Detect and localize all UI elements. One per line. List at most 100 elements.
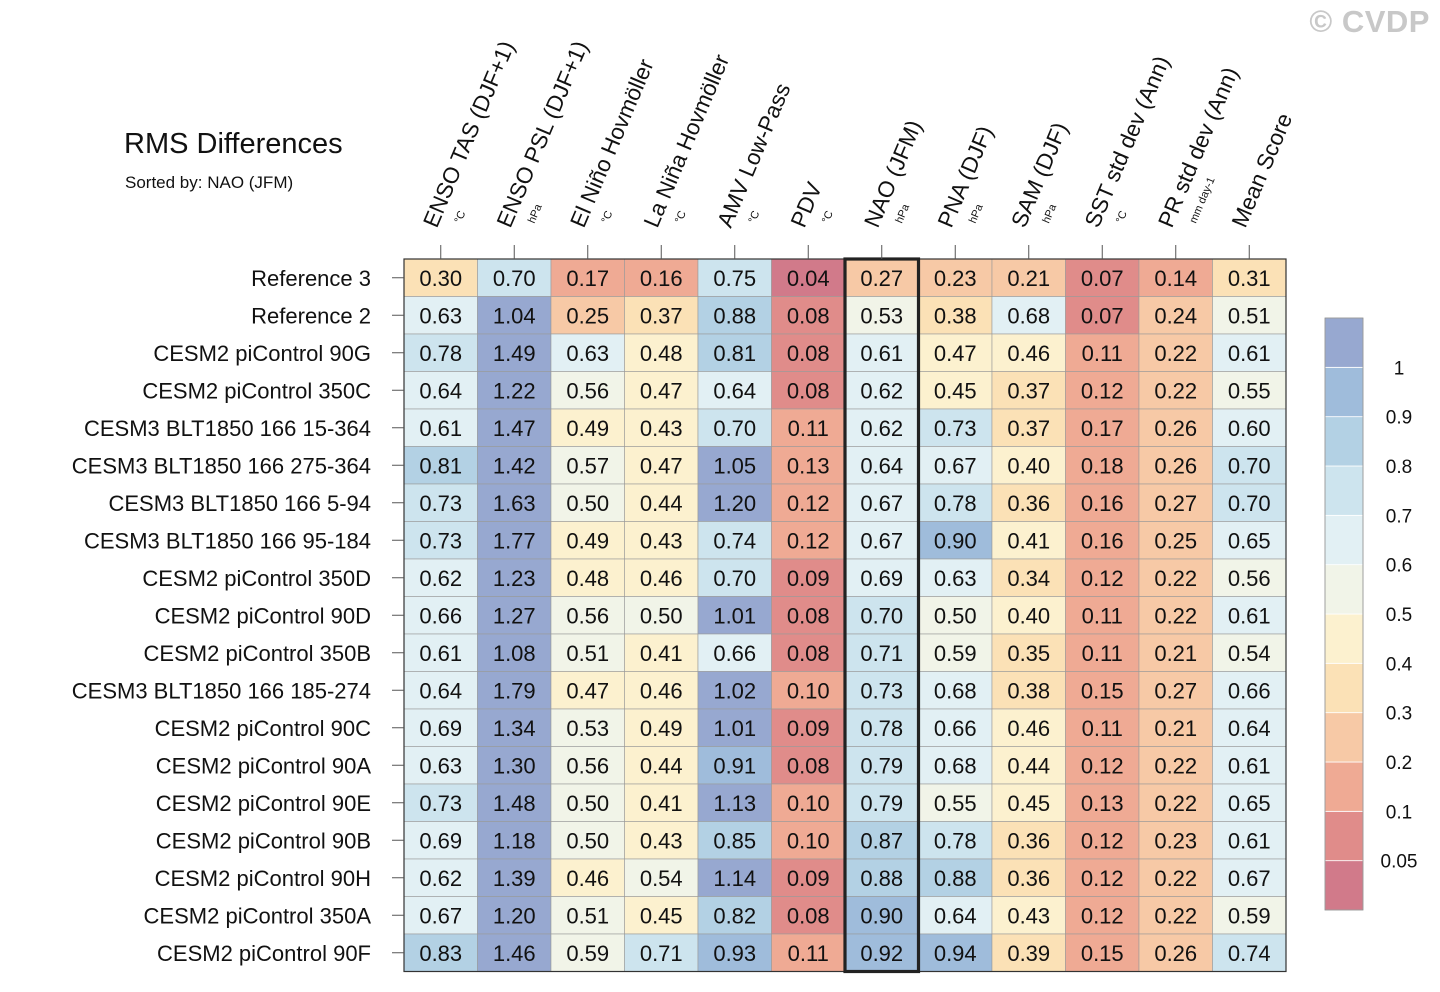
heatmap-cell: [403, 858, 478, 897]
heatmap-cell: [1212, 933, 1287, 972]
cell-value: 0.68: [1007, 303, 1050, 328]
cell-value: 0.13: [1081, 791, 1124, 816]
cell-value: 0.54: [640, 866, 683, 891]
cell-value: 0.22: [1154, 566, 1197, 591]
cell-value: 0.41: [640, 791, 683, 816]
heatmap-cell: [771, 746, 846, 785]
cell-value: 0.50: [934, 603, 977, 628]
heatmap-cell: [1138, 408, 1213, 447]
cell-value: 1.49: [493, 341, 536, 366]
heatmap-cell: [697, 671, 772, 710]
column-header: SAM (DJF): [1006, 119, 1072, 231]
heatmap-cell: [771, 633, 846, 672]
cell-value: 0.64: [713, 378, 756, 403]
column-header: Mean Score: [1227, 110, 1297, 231]
cell-value: 0.49: [566, 416, 609, 441]
cell-value: 0.07: [1081, 266, 1124, 291]
cell-value: 0.14: [1154, 266, 1197, 291]
cell-value: 0.12: [1081, 378, 1124, 403]
heatmap-cell: [771, 371, 846, 410]
cell-value: 0.51: [566, 641, 609, 666]
cell-value: 0.08: [787, 753, 830, 778]
cell-value: 0.36: [1007, 491, 1050, 516]
cell-value: 0.21: [1154, 716, 1197, 741]
heatmap-cell: [624, 783, 699, 822]
cell-value: 0.22: [1154, 341, 1197, 366]
heatmap-cell: [550, 371, 625, 410]
cell-value: 1.22: [493, 378, 536, 403]
cell-value: 0.43: [640, 416, 683, 441]
cell-value: 0.83: [419, 941, 462, 966]
cell-value: 0.67: [860, 528, 903, 553]
cell-value: 0.38: [934, 303, 977, 328]
heatmap-cell: [771, 708, 846, 747]
cell-value: 1.27: [493, 603, 536, 628]
cell-value: 0.90: [860, 903, 903, 928]
cell-value: 0.36: [1007, 866, 1050, 891]
heatmap-cell: [403, 783, 478, 822]
cell-value: 0.15: [1081, 941, 1124, 966]
colorbar-segment: [1324, 761, 1364, 812]
cell-value: 0.11: [1082, 341, 1123, 366]
cell-value: 0.70: [713, 416, 756, 441]
cell-value: 0.79: [860, 791, 903, 816]
heatmap-cell: [918, 446, 993, 485]
cell-value: 0.12: [1081, 828, 1124, 853]
chart-subtitle: Sorted by: NAO (JFM): [125, 173, 294, 192]
row-label: CESM2 piControl 90B: [156, 828, 371, 853]
heatmap-cell: [991, 671, 1066, 710]
row-label: CESM2 piControl 90A: [156, 753, 372, 778]
heatmap-cell: [550, 746, 625, 785]
cell-value: 0.61: [1228, 603, 1271, 628]
cell-value: 0.09: [787, 566, 830, 591]
cell-value: 0.73: [419, 528, 462, 553]
heatmap-cell: [550, 933, 625, 972]
cell-value: 0.18: [1081, 453, 1124, 478]
heatmap-cell: [771, 896, 846, 935]
cell-value: 0.88: [860, 866, 903, 891]
cell-value: 1.48: [493, 791, 536, 816]
heatmap-cell: [624, 483, 699, 522]
cell-value: 1.18: [493, 828, 536, 853]
cell-value: 0.16: [640, 266, 683, 291]
cell-value: 1.05: [713, 453, 756, 478]
cell-value: 0.69: [419, 828, 462, 853]
colorbar-segment: [1324, 317, 1364, 368]
cell-value: 0.12: [1081, 753, 1124, 778]
heatmap-cell: [1138, 483, 1213, 522]
cell-value: 0.50: [566, 791, 609, 816]
heatmap-cell: [1065, 746, 1140, 785]
heatmap-cell: [477, 446, 552, 485]
cell-value: 0.64: [419, 678, 462, 703]
cell-value: 0.61: [419, 416, 462, 441]
cell-value: 1.01: [713, 603, 756, 628]
heatmap-cell: [1065, 896, 1140, 935]
cell-value: 0.64: [1228, 716, 1271, 741]
column-header: NAO (JFM): [859, 116, 926, 230]
cell-value: 0.07: [1081, 303, 1124, 328]
cell-value: 0.27: [860, 266, 903, 291]
cell-value: 1.02: [713, 678, 756, 703]
colorbar-segment: [1324, 564, 1364, 615]
colorbar-segment: [1324, 416, 1364, 467]
heatmap-cell: [624, 408, 699, 447]
colorbar-label: 0.6: [1386, 556, 1412, 577]
row-label: CESM3 BLT1850 166 95-184: [84, 528, 371, 553]
heatmap-cell: [477, 708, 552, 747]
cell-value: 0.46: [1007, 341, 1050, 366]
row-label: CESM2 piControl 90C: [155, 716, 372, 741]
heatmap-cell: [624, 896, 699, 935]
heatmap-cell: [624, 708, 699, 747]
heatmap-cell: [771, 671, 846, 710]
cell-value: 0.11: [1082, 603, 1123, 628]
cell-value: 0.37: [640, 303, 683, 328]
heatmap-cell: [1138, 596, 1213, 635]
heatmap-cell: [1065, 408, 1140, 447]
heatmap-cell: [1065, 633, 1140, 672]
heatmap-cell: [477, 896, 552, 935]
cell-value: 0.40: [1007, 603, 1050, 628]
cell-value: 0.44: [640, 491, 683, 516]
heatmap-cell: [991, 371, 1066, 410]
heatmap-cell: [1212, 746, 1287, 785]
cell-value: 0.63: [419, 753, 462, 778]
